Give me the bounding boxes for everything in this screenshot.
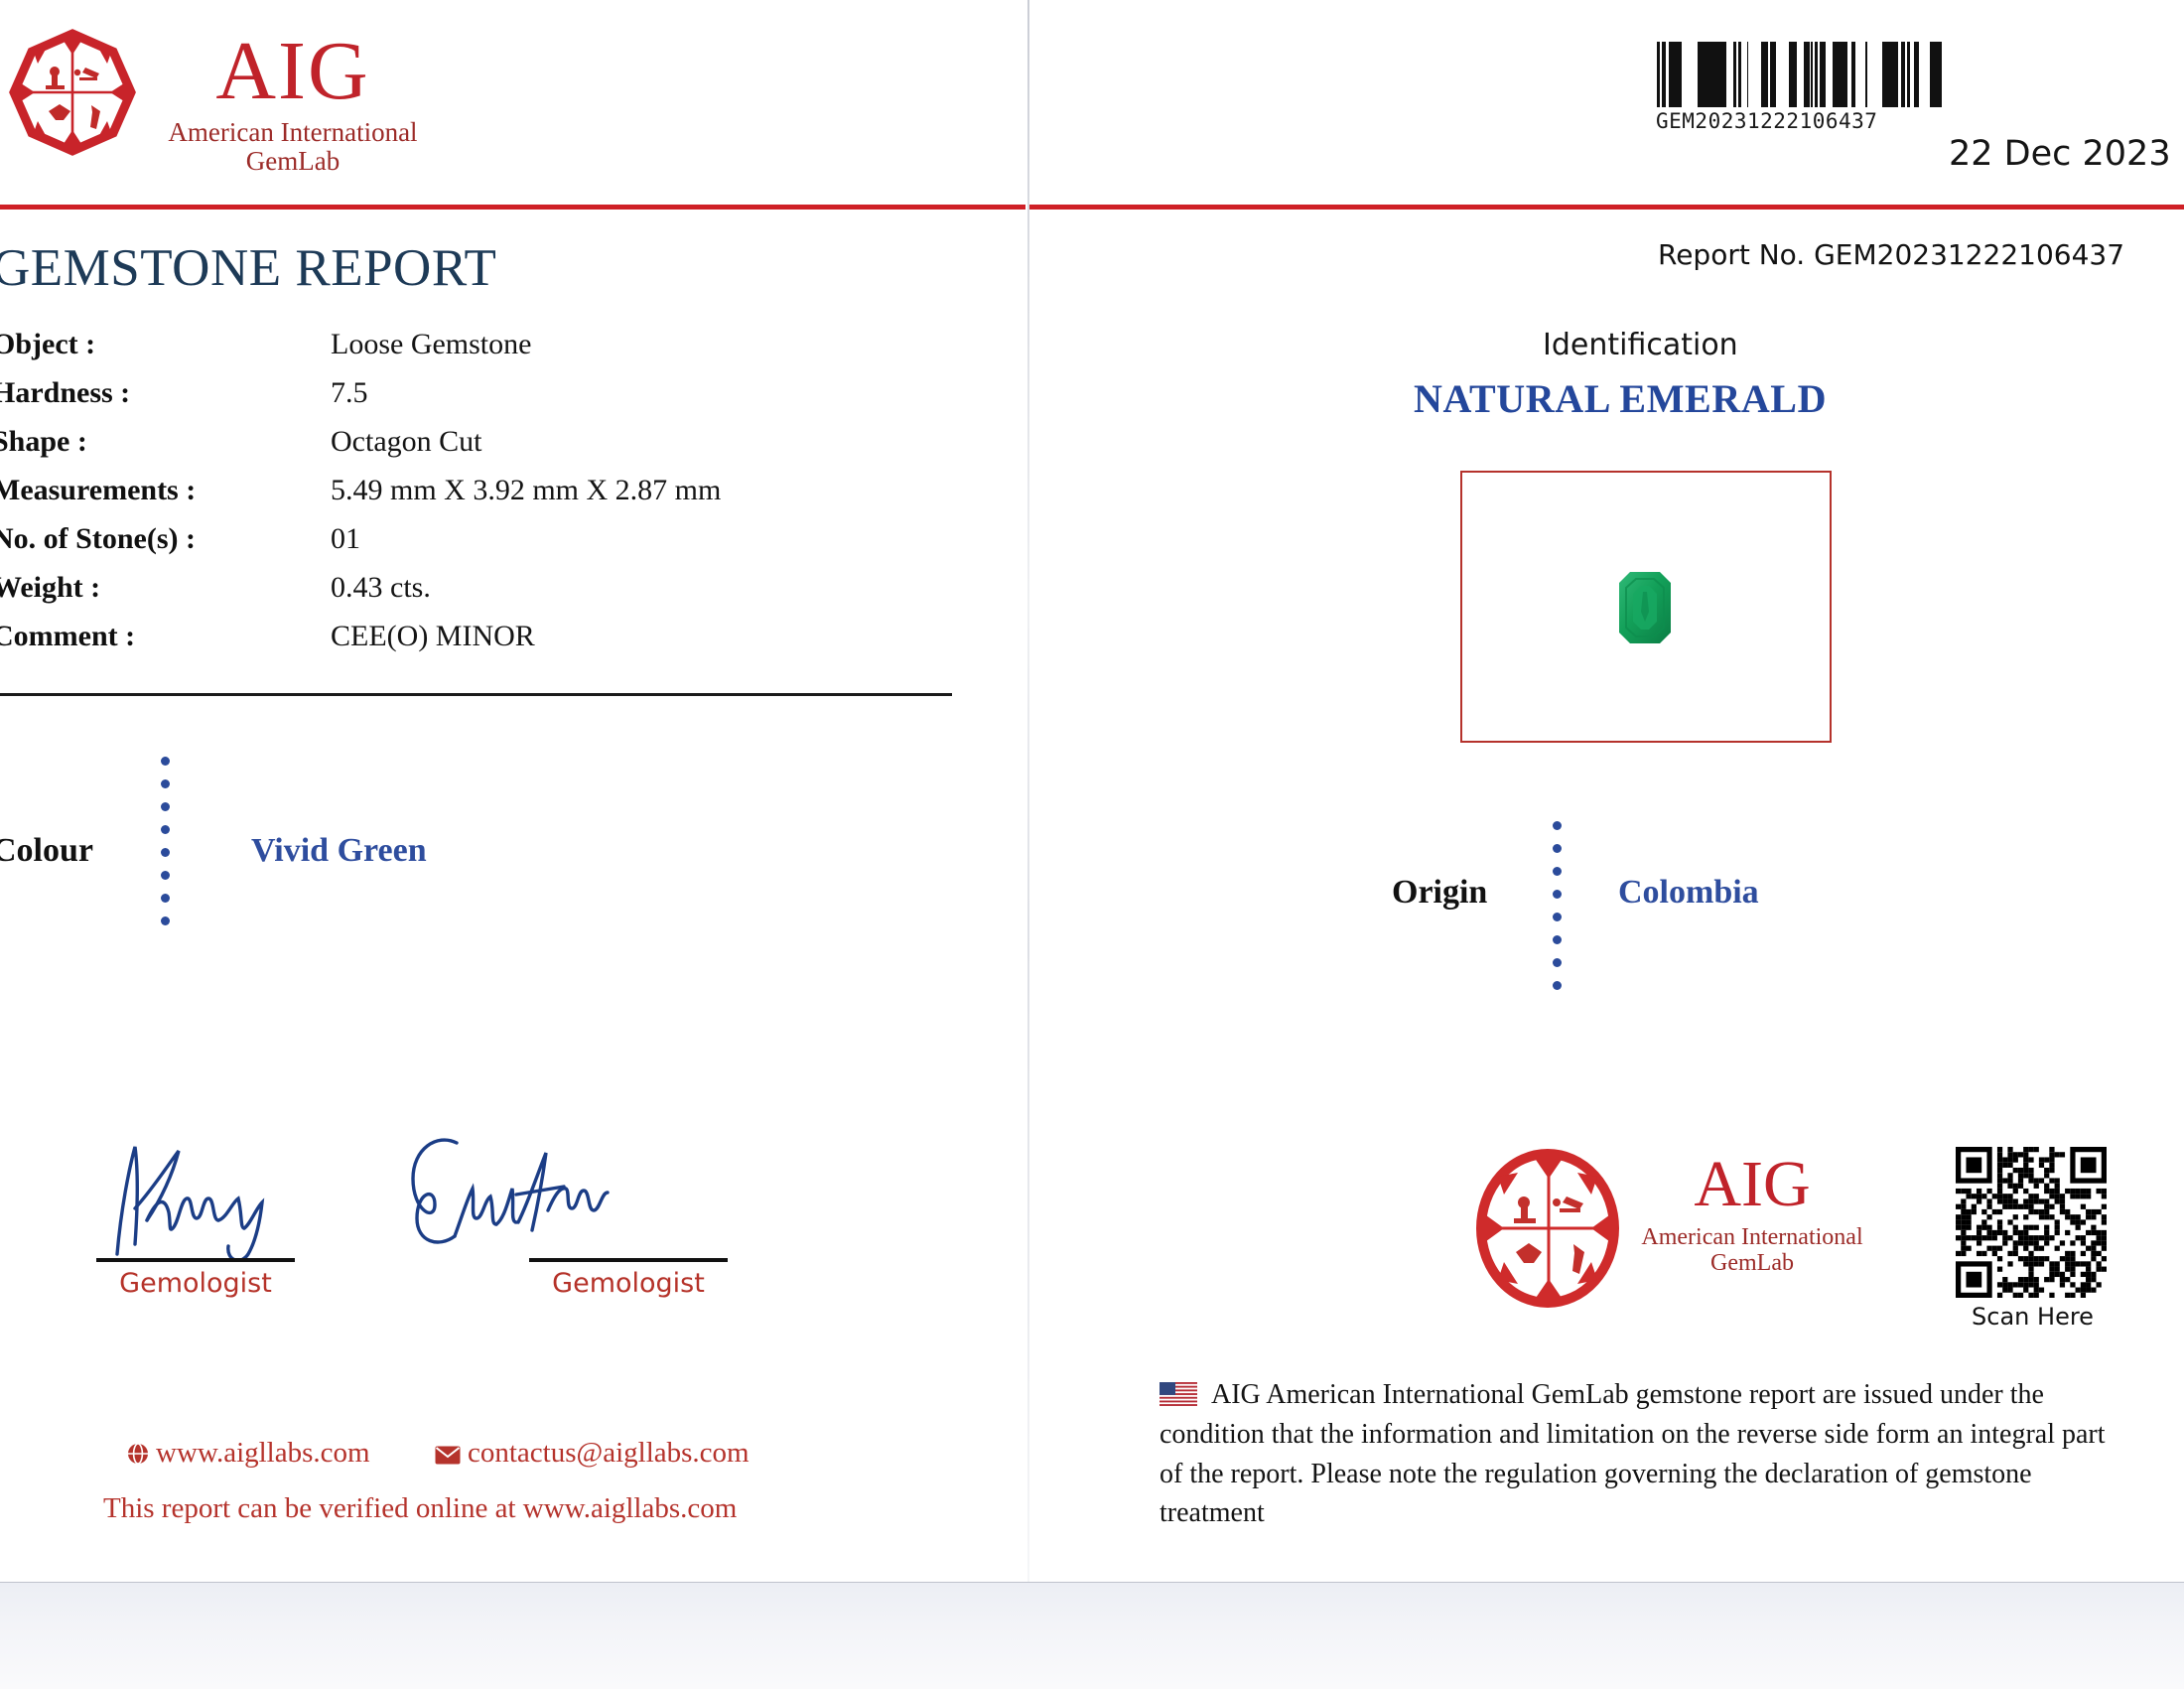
issue-date: 22 Dec 2023 — [1949, 134, 2171, 174]
origin-dot-separator — [1553, 814, 1562, 997]
brand-acronym: AIG — [215, 25, 370, 117]
qr-code-icon[interactable] — [1956, 1147, 2107, 1298]
verify-note: This report can be verified online at ww… — [103, 1492, 738, 1524]
brand-acronym-footer: AIG — [1694, 1148, 1811, 1220]
envelope-icon — [435, 1440, 461, 1473]
disclaimer-text: AIG American International GemLab gemsto… — [1160, 1375, 2117, 1533]
brand-line-1: American International — [168, 117, 418, 147]
spec-table-divider — [0, 693, 952, 696]
brand-line-2: GemLab — [245, 146, 341, 176]
identification-value: NATURAL EMERALD — [1414, 376, 1828, 421]
brand-wordmark: AIG American International GemLab — [149, 30, 437, 175]
scan-fold-line — [1027, 0, 1029, 1582]
header-divider-left — [0, 205, 1025, 210]
spec-label-1: Hardness : — [0, 376, 131, 409]
colour-label: Colour — [0, 832, 93, 869]
page-title: GEMSTONE REPORT — [0, 239, 497, 297]
barcode-number: GEM20231222106437 — [1656, 109, 1878, 133]
us-flag-icon — [1160, 1378, 1197, 1406]
disclaimer-body: AIG American International GemLab gemsto… — [1160, 1379, 2106, 1529]
website-link[interactable]: www.aigllabs.com — [127, 1437, 370, 1473]
email-link[interactable]: contactus@aigllabs.com — [435, 1437, 750, 1473]
spec-label-0: Object : — [0, 328, 96, 360]
scan-here-caption: Scan Here — [1972, 1303, 2094, 1331]
spec-value-2: Octagon Cut — [331, 425, 482, 458]
spec-value-0: Loose Gemstone — [331, 328, 532, 360]
spec-value-5: 0.43 cts. — [331, 571, 431, 604]
website-text: www.aigllabs.com — [156, 1437, 370, 1469]
spec-value-6: CEE(O) MINOR — [331, 620, 535, 652]
signature-one-caption: Gemologist — [119, 1268, 272, 1299]
globe-icon — [127, 1440, 149, 1473]
aig-octagon-seal-icon — [8, 28, 137, 157]
origin-label: Origin — [1392, 874, 1488, 911]
brand-line-1-footer: American International — [1641, 1224, 1863, 1250]
octagon-cut-emerald-icon — [1619, 572, 1671, 643]
spec-value-4: 01 — [331, 522, 360, 555]
signature-two-rule — [529, 1258, 728, 1262]
signature-one — [99, 1137, 308, 1263]
colour-dot-separator — [161, 750, 170, 932]
spec-label-6: Comment : — [0, 620, 136, 652]
brand-wordmark-footer: AIG American International GemLab — [1633, 1148, 1871, 1276]
email-text: contactus@aigllabs.com — [468, 1437, 750, 1469]
signature-two — [397, 1127, 625, 1261]
report-number: Report No. GEM20231222106437 — [1658, 238, 2124, 271]
brand-line-2-footer: GemLab — [1710, 1250, 1794, 1276]
gemstone-image-frame — [1460, 471, 1832, 743]
scanner-background-band — [0, 1582, 2184, 1689]
spec-value-3: 5.49 mm X 3.92 mm X 2.87 mm — [331, 474, 722, 506]
spec-value-1: 7.5 — [331, 376, 368, 409]
colour-value: Vivid Green — [251, 832, 427, 869]
barcode-icon — [1656, 42, 1944, 107]
aig-octagon-seal-icon-footer — [1472, 1147, 1623, 1311]
certificate-page: AIG American International GemLab GEM202… — [0, 0, 2184, 1582]
signature-two-caption: Gemologist — [552, 1268, 705, 1299]
signature-one-rule — [96, 1258, 295, 1262]
origin-value: Colombia — [1618, 874, 1759, 911]
spec-label-5: Weight : — [0, 571, 101, 604]
spec-label-4: No. of Stone(s) : — [0, 522, 196, 555]
spec-label-3: Measurements : — [0, 474, 197, 506]
report-number-label: Report No. — [1658, 238, 1806, 271]
spec-label-2: Shape : — [0, 425, 87, 458]
report-number-value: GEM20231222106437 — [1814, 238, 2125, 271]
header-divider-right — [1029, 205, 2184, 210]
identification-label: Identification — [1543, 328, 1738, 362]
